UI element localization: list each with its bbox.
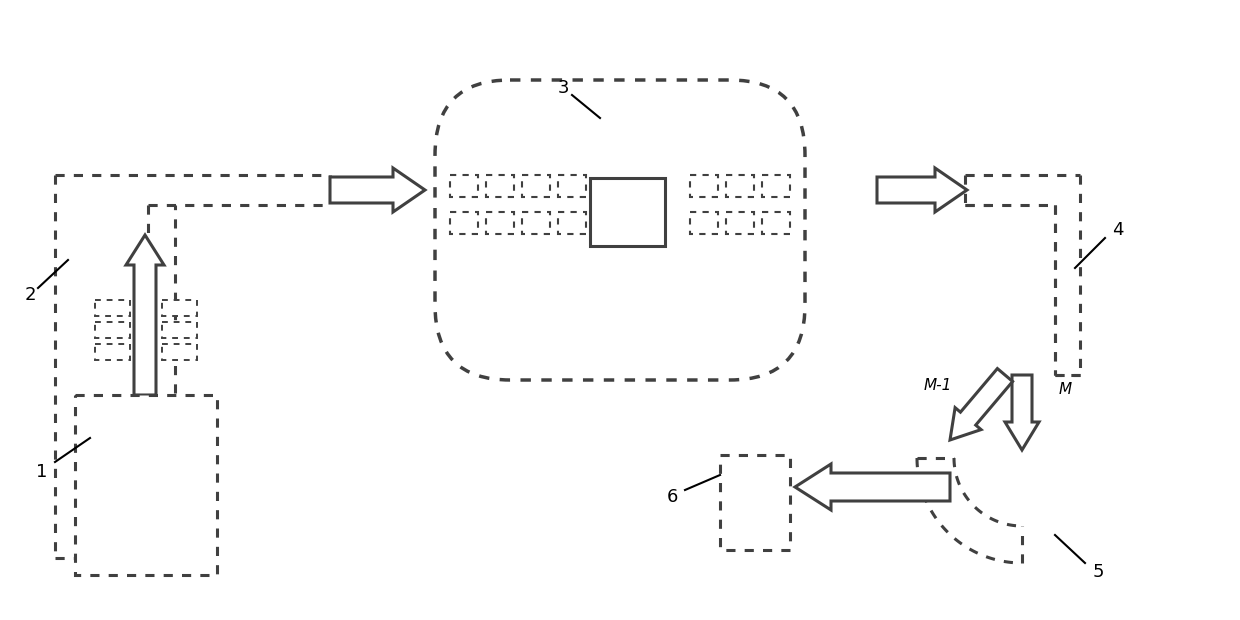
Polygon shape <box>55 175 330 558</box>
Bar <box>720 455 790 550</box>
FancyArrow shape <box>795 464 950 510</box>
Text: M-1: M-1 <box>924 378 952 392</box>
FancyArrow shape <box>877 168 967 212</box>
Bar <box>74 395 217 575</box>
FancyBboxPatch shape <box>522 175 551 197</box>
Bar <box>95 344 130 360</box>
FancyBboxPatch shape <box>486 175 515 197</box>
FancyBboxPatch shape <box>486 212 515 234</box>
Bar <box>590 178 665 246</box>
Text: 5: 5 <box>1092 563 1104 581</box>
FancyBboxPatch shape <box>450 212 477 234</box>
FancyBboxPatch shape <box>450 175 477 197</box>
Text: M: M <box>1059 383 1071 397</box>
Polygon shape <box>965 175 1080 375</box>
FancyBboxPatch shape <box>689 212 718 234</box>
Bar <box>162 344 197 360</box>
Text: 1: 1 <box>36 463 47 481</box>
Bar <box>95 322 130 338</box>
FancyBboxPatch shape <box>689 175 718 197</box>
Text: 4: 4 <box>1112 221 1123 239</box>
Text: 3: 3 <box>557 79 569 97</box>
FancyBboxPatch shape <box>435 80 805 380</box>
FancyBboxPatch shape <box>725 175 754 197</box>
FancyBboxPatch shape <box>558 175 587 197</box>
FancyBboxPatch shape <box>725 212 754 234</box>
FancyArrow shape <box>950 368 1013 440</box>
FancyBboxPatch shape <box>360 80 880 380</box>
Text: 2: 2 <box>25 286 36 304</box>
FancyBboxPatch shape <box>763 175 790 197</box>
FancyBboxPatch shape <box>522 212 551 234</box>
Text: 6: 6 <box>666 488 678 506</box>
Bar <box>162 300 197 316</box>
FancyArrow shape <box>330 168 425 212</box>
FancyBboxPatch shape <box>763 212 790 234</box>
FancyArrow shape <box>126 235 164 395</box>
Bar <box>162 322 197 338</box>
Bar <box>95 300 130 316</box>
FancyBboxPatch shape <box>558 212 587 234</box>
FancyArrow shape <box>1004 375 1039 450</box>
